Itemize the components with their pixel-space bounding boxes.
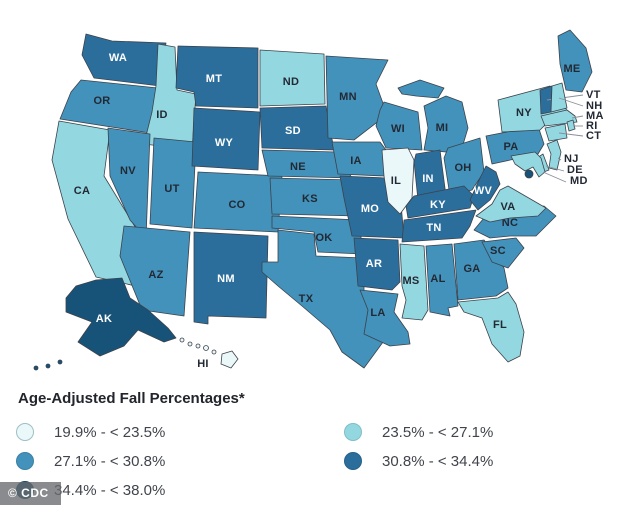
leader-line-ct bbox=[558, 132, 584, 137]
legend-label-3: 27.1% - < 30.8% bbox=[54, 452, 166, 470]
legend-item-2: 23.5% - < 27.1% bbox=[344, 423, 616, 441]
state-tn[interactable] bbox=[401, 209, 477, 243]
state-nm[interactable] bbox=[193, 231, 269, 325]
state-group-wa: WA bbox=[81, 33, 167, 87]
state-ak[interactable] bbox=[33, 365, 39, 371]
state-fl[interactable] bbox=[457, 291, 525, 363]
legend-item-5: 34.4% - < 38.0% bbox=[16, 481, 344, 499]
state-group-fl: FL bbox=[457, 291, 525, 363]
state-hi[interactable] bbox=[179, 337, 185, 343]
state-ms[interactable] bbox=[399, 243, 429, 321]
state-group-md: MD bbox=[510, 151, 588, 187]
state-label-nj: NJ bbox=[564, 153, 579, 165]
state-group-mi: MI bbox=[397, 79, 469, 153]
legend-grid: 19.9% - < 23.5% 23.5% - < 27.1% 27.1% - < … bbox=[16, 423, 616, 499]
state-nh[interactable] bbox=[550, 82, 568, 113]
state-sd[interactable] bbox=[259, 105, 335, 151]
state-hi[interactable] bbox=[203, 345, 209, 351]
state-wi[interactable] bbox=[375, 101, 423, 151]
state-wv[interactable] bbox=[469, 165, 501, 211]
state-group-ar: AR bbox=[353, 237, 401, 291]
state-group-co: CO bbox=[193, 171, 283, 233]
state-label-md: MD bbox=[570, 175, 588, 187]
us-map: WAORCAIDNVUTAZMTWYCONMNDSDNEKSOKTXMNIAMO… bbox=[33, 29, 604, 371]
state-hi[interactable] bbox=[211, 349, 217, 355]
state-md[interactable] bbox=[510, 151, 546, 178]
leader-line-ma bbox=[571, 115, 584, 119]
state-co[interactable] bbox=[193, 171, 283, 233]
state-ar[interactable] bbox=[353, 237, 401, 291]
state-oh[interactable] bbox=[443, 137, 485, 197]
legend-swatch-4 bbox=[344, 452, 362, 470]
legend-item-4: 30.8% - < 34.4% bbox=[344, 452, 616, 470]
leader-line-de bbox=[545, 165, 565, 172]
state-dc[interactable] bbox=[524, 169, 534, 179]
legend-swatch-1 bbox=[16, 423, 34, 441]
state-label-hi: HI bbox=[197, 358, 209, 370]
state-label-ri: RI bbox=[586, 120, 598, 132]
state-va[interactable] bbox=[475, 185, 547, 223]
state-group-sd: SD bbox=[259, 105, 335, 151]
state-group-me: ME bbox=[557, 29, 593, 93]
cdc-watermark: © CDC bbox=[0, 482, 61, 505]
state-mt[interactable] bbox=[175, 45, 259, 109]
state-ct[interactable] bbox=[544, 123, 568, 142]
state-group-al: AL bbox=[425, 243, 459, 317]
state-label-vt: VT bbox=[586, 89, 601, 101]
state-label-ct: CT bbox=[586, 130, 601, 142]
legend: Age-Adjusted Fall Percentages* 19.9% - <… bbox=[16, 390, 616, 499]
legend-item-3: 27.1% - < 30.8% bbox=[16, 452, 344, 470]
state-or[interactable] bbox=[59, 79, 159, 134]
state-group-dc bbox=[524, 169, 534, 179]
state-ak[interactable] bbox=[57, 359, 63, 365]
state-group-wi: WI bbox=[375, 101, 423, 151]
state-al[interactable] bbox=[425, 243, 459, 317]
state-group-ri: RI bbox=[566, 119, 598, 132]
legend-label-2: 23.5% - < 27.1% bbox=[382, 423, 494, 441]
state-group-ut: UT bbox=[149, 137, 197, 229]
state-group-wy: WY bbox=[191, 107, 261, 171]
state-ri[interactable] bbox=[566, 119, 576, 132]
state-label-nh: NH bbox=[586, 100, 603, 112]
state-label-de: DE bbox=[567, 164, 583, 176]
state-label-ma: MA bbox=[586, 110, 604, 122]
state-ak[interactable] bbox=[65, 277, 177, 357]
leader-line-md bbox=[542, 171, 567, 183]
state-hi[interactable] bbox=[220, 350, 239, 369]
state-ut[interactable] bbox=[149, 137, 197, 229]
state-ak[interactable] bbox=[45, 363, 51, 369]
state-group-ms: MS bbox=[399, 243, 429, 321]
legend-title: Age-Adjusted Fall Percentages* bbox=[18, 390, 245, 407]
legend-label-1: 19.9% - < 23.5% bbox=[54, 423, 166, 441]
state-la[interactable] bbox=[359, 289, 411, 347]
legend-swatch-3 bbox=[16, 452, 34, 470]
state-mi[interactable] bbox=[397, 79, 445, 99]
state-group-nm: NM bbox=[193, 231, 269, 325]
state-nd[interactable] bbox=[259, 49, 326, 107]
state-group-nj: NJ bbox=[546, 139, 579, 171]
state-group-hi: HI bbox=[179, 337, 239, 370]
leader-line-nh bbox=[558, 97, 584, 107]
state-wa[interactable] bbox=[81, 33, 167, 87]
legend-swatch-2 bbox=[344, 423, 362, 441]
state-hi[interactable] bbox=[187, 341, 193, 347]
state-group-nd: ND bbox=[259, 49, 326, 107]
state-nj[interactable] bbox=[546, 139, 562, 171]
state-az[interactable] bbox=[119, 225, 191, 317]
state-me[interactable] bbox=[557, 29, 593, 93]
legend-label-5: 34.4% - < 38.0% bbox=[54, 481, 166, 499]
legend-item-1: 19.9% - < 23.5% bbox=[16, 423, 344, 441]
state-wy[interactable] bbox=[191, 107, 261, 171]
leader-line-nj bbox=[557, 157, 562, 161]
legend-label-4: 30.8% - < 34.4% bbox=[382, 452, 494, 470]
state-sc[interactable] bbox=[481, 237, 525, 269]
state-hi[interactable] bbox=[195, 343, 201, 349]
